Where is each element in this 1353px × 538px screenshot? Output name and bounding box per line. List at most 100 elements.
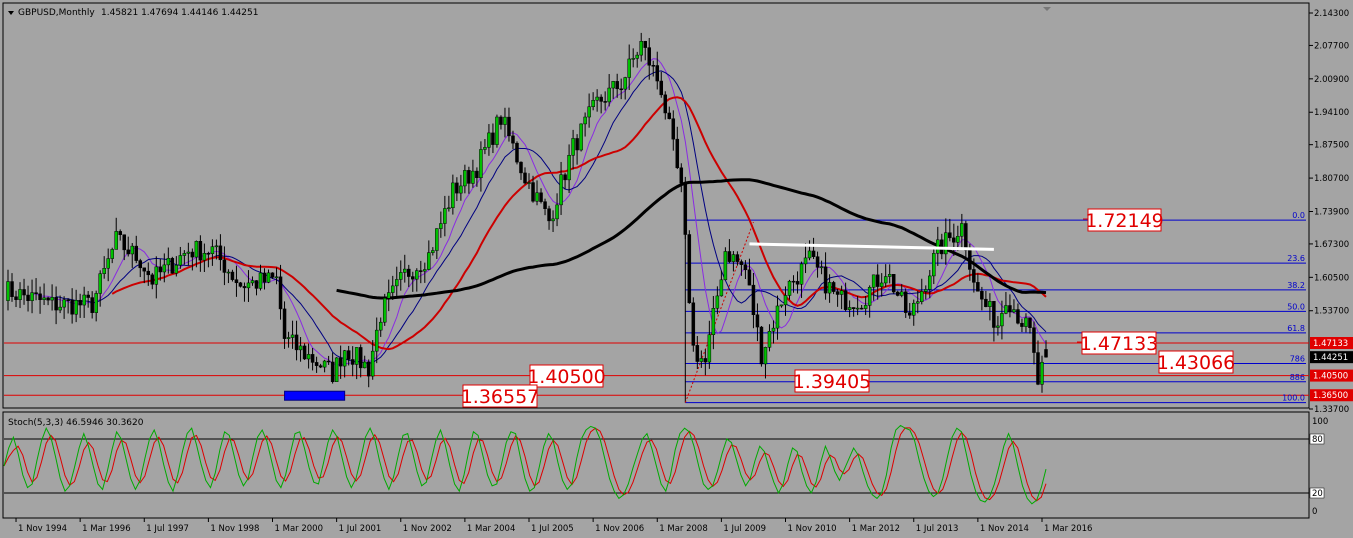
price-annotation[interactable]: 1.47133 <box>1077 331 1158 355</box>
price-annotation[interactable]: 1.72149 <box>1083 208 1164 232</box>
price-tag-bg <box>1310 351 1353 364</box>
candle-body <box>795 281 800 285</box>
candle-body <box>258 272 263 289</box>
candle <box>827 274 832 303</box>
candle <box>659 71 664 98</box>
candle <box>362 355 367 369</box>
candle <box>34 278 38 301</box>
annotation-box <box>462 384 538 408</box>
candle-body <box>459 185 463 194</box>
candle-body <box>42 297 46 300</box>
candle-body <box>158 266 163 273</box>
candle-body <box>210 246 215 255</box>
candle <box>635 51 639 68</box>
annotation-box <box>1087 208 1162 232</box>
candle-body <box>270 272 275 278</box>
candle <box>146 262 151 286</box>
candle-body <box>968 249 972 270</box>
candle <box>875 264 880 300</box>
candle <box>579 123 583 152</box>
candle <box>595 89 599 112</box>
time-axis-label: 1 Jul 2009 <box>723 524 766 534</box>
candle-body <box>783 295 788 306</box>
candle-body <box>535 192 539 202</box>
candle <box>242 282 247 302</box>
candle-body <box>455 182 459 194</box>
candle <box>286 331 291 348</box>
candle <box>330 352 335 384</box>
candle <box>639 32 643 62</box>
candle <box>54 286 58 325</box>
candle-body <box>78 300 82 306</box>
candle <box>463 164 467 194</box>
candle <box>471 159 475 188</box>
candle <box>831 280 836 295</box>
candle <box>767 324 772 352</box>
candle-body <box>932 253 936 277</box>
white-trendline[interactable] <box>749 242 994 251</box>
candle-body <box>715 295 720 309</box>
candle <box>210 239 215 266</box>
candle-body <box>262 272 267 283</box>
candle <box>202 243 207 273</box>
price-annotation[interactable]: 1.39405 <box>793 369 872 393</box>
price-annotation[interactable]: 1.36557 <box>461 384 540 408</box>
candle <box>1032 321 1036 365</box>
candle <box>350 346 355 377</box>
candle-body <box>559 174 563 206</box>
candle-body <box>26 294 30 302</box>
candle-body <box>759 326 764 365</box>
fib-level-label: 100.0 <box>1282 394 1305 403</box>
candle-body <box>599 96 603 102</box>
time-axis-label: 1 Nov 1994 <box>18 524 67 534</box>
time-axis-label: 1 Nov 2010 <box>788 524 837 534</box>
candle <box>435 228 439 260</box>
candle-body <box>50 297 54 301</box>
price-axis-label: 1.73900 <box>1314 207 1349 217</box>
support-zone-rect[interactable] <box>284 390 346 401</box>
candle-body <box>972 269 976 283</box>
candle-body <box>907 312 912 316</box>
candle <box>920 278 924 305</box>
candle-body <box>1028 317 1032 328</box>
candle <box>615 73 619 98</box>
stochastic-axis-label: 100 <box>1312 417 1328 427</box>
candle <box>50 284 54 311</box>
candle-body <box>683 182 688 235</box>
candle-body <box>527 182 531 184</box>
candle <box>839 285 844 310</box>
candle-body <box>803 257 808 265</box>
candle <box>102 256 106 279</box>
candle-body <box>134 245 139 261</box>
candle <box>976 273 980 292</box>
candle-body <box>988 301 992 307</box>
candle-body <box>727 251 732 262</box>
candle-body <box>314 362 319 366</box>
candle-body <box>366 361 371 377</box>
candle-body <box>779 304 784 307</box>
stochastic-axis-label: 20 <box>1312 489 1323 499</box>
candle <box>903 288 908 318</box>
candle-body <box>447 207 451 210</box>
candle <box>631 48 635 68</box>
fib-trend-line[interactable] <box>684 221 754 403</box>
candle <box>707 320 712 369</box>
candle-body <box>619 88 623 91</box>
symbol-menu-icon[interactable] <box>8 11 14 15</box>
candle <box>1024 313 1028 333</box>
candle <box>206 251 211 268</box>
price-axis-label: 2.07700 <box>1314 41 1349 51</box>
candle-body <box>835 291 840 295</box>
candle <box>66 298 70 314</box>
scroll-shift-icon[interactable] <box>1043 7 1051 11</box>
candle-body <box>439 223 443 229</box>
candle <box>539 188 543 204</box>
candle <box>142 267 147 284</box>
candle <box>326 355 331 365</box>
price-annotation[interactable]: 1.43066 <box>1157 350 1236 374</box>
candle <box>763 346 768 379</box>
price-annotation[interactable]: 1.40500 <box>527 364 606 388</box>
candle <box>559 161 563 215</box>
